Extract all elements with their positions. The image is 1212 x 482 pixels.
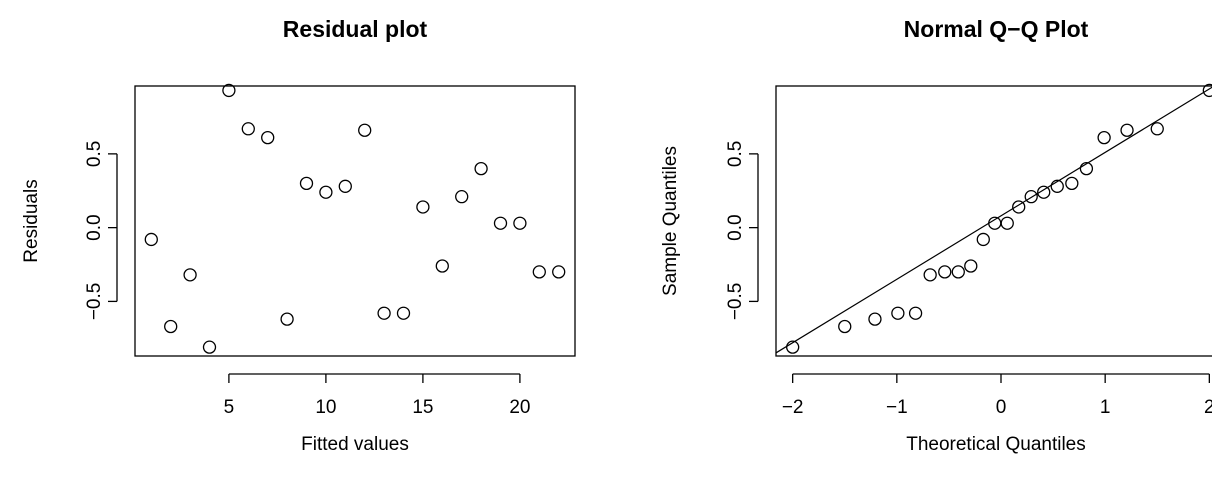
data-point [358,123,372,137]
data-point [964,259,978,273]
y-axis-label: Sample Quantiles [660,146,681,296]
x-tick-label: −1 [886,397,908,418]
data-point [1097,130,1111,145]
data-point [1050,179,1064,193]
data-point [416,200,430,214]
data-point [513,216,527,230]
y-tick-label: 0.0 [725,214,746,240]
data-point [164,319,178,334]
qq-plot-panel: Normal Q−Q Plot Theoretical Quantiles Sa… [660,16,1212,455]
x-tick-label: 5 [224,397,235,418]
x-axis-label: Theoretical Quantiles [906,434,1086,455]
y-tick-label: −0.5 [725,283,746,321]
data-point [202,340,217,354]
x-tick-label: 15 [412,397,433,418]
y-tick-label: 0.5 [725,141,746,167]
x-tick-label: 1 [1100,397,1111,418]
chart-title: Residual plot [283,16,428,42]
data-point [938,265,952,279]
x-tick-label: 0 [996,397,1007,418]
data-point [552,265,566,279]
data-point [222,83,236,98]
data-point [396,306,411,320]
y-axis: −0.5 0.0 0.5 [84,141,118,321]
data-point [1120,123,1134,137]
reference-line [776,86,1212,354]
data-point [923,268,937,282]
y-tick-label: −0.5 [84,283,105,321]
x-axis: −2 −1 0 1 2 [782,373,1212,418]
data-point [299,176,314,191]
data-point [838,319,852,334]
data-point [1079,161,1094,176]
x-tick-label: −2 [782,397,804,418]
data-point [1000,216,1014,230]
x-tick-label: 20 [509,397,530,418]
data-point [868,312,882,326]
x-axis: 5 10 15 20 [224,373,530,418]
data-point [493,216,508,230]
data-point [1202,83,1212,98]
y-axis-label: Residuals [21,179,42,262]
data-point [1024,190,1038,204]
y-tick-label: 0.0 [84,214,105,240]
data-point [319,185,333,199]
data-point [183,268,197,282]
residual-plot-panel: Residual plot Fitted values Residuals 5 1… [21,16,576,455]
chart-title: Normal Q−Q Plot [904,16,1089,42]
data-point [144,232,158,247]
data-point [1065,176,1079,191]
data-point [951,265,965,279]
data-point [377,306,391,320]
data-point [532,265,546,279]
data-point [280,312,294,326]
data-point [891,306,905,320]
y-tick-label: 0.5 [84,141,105,167]
data-point [976,232,990,247]
plot-frame [134,85,576,357]
data-point [1150,122,1164,136]
data-point [338,179,352,193]
data-point [474,161,488,176]
data-point [1012,200,1026,214]
data-point [455,190,469,204]
x-tick-label: 2 [1204,397,1212,418]
plot-frame [775,85,1212,357]
data-point [435,259,449,273]
x-tick-label: 10 [315,397,336,418]
data-point [241,122,255,136]
y-axis: −0.5 0.0 0.5 [725,141,759,321]
data-point [1037,185,1051,199]
data-point [786,340,800,354]
data-point [261,130,275,145]
data-point [908,306,923,320]
x-axis-label: Fitted values [301,434,409,455]
data-points [144,83,566,354]
data-points [786,83,1212,354]
